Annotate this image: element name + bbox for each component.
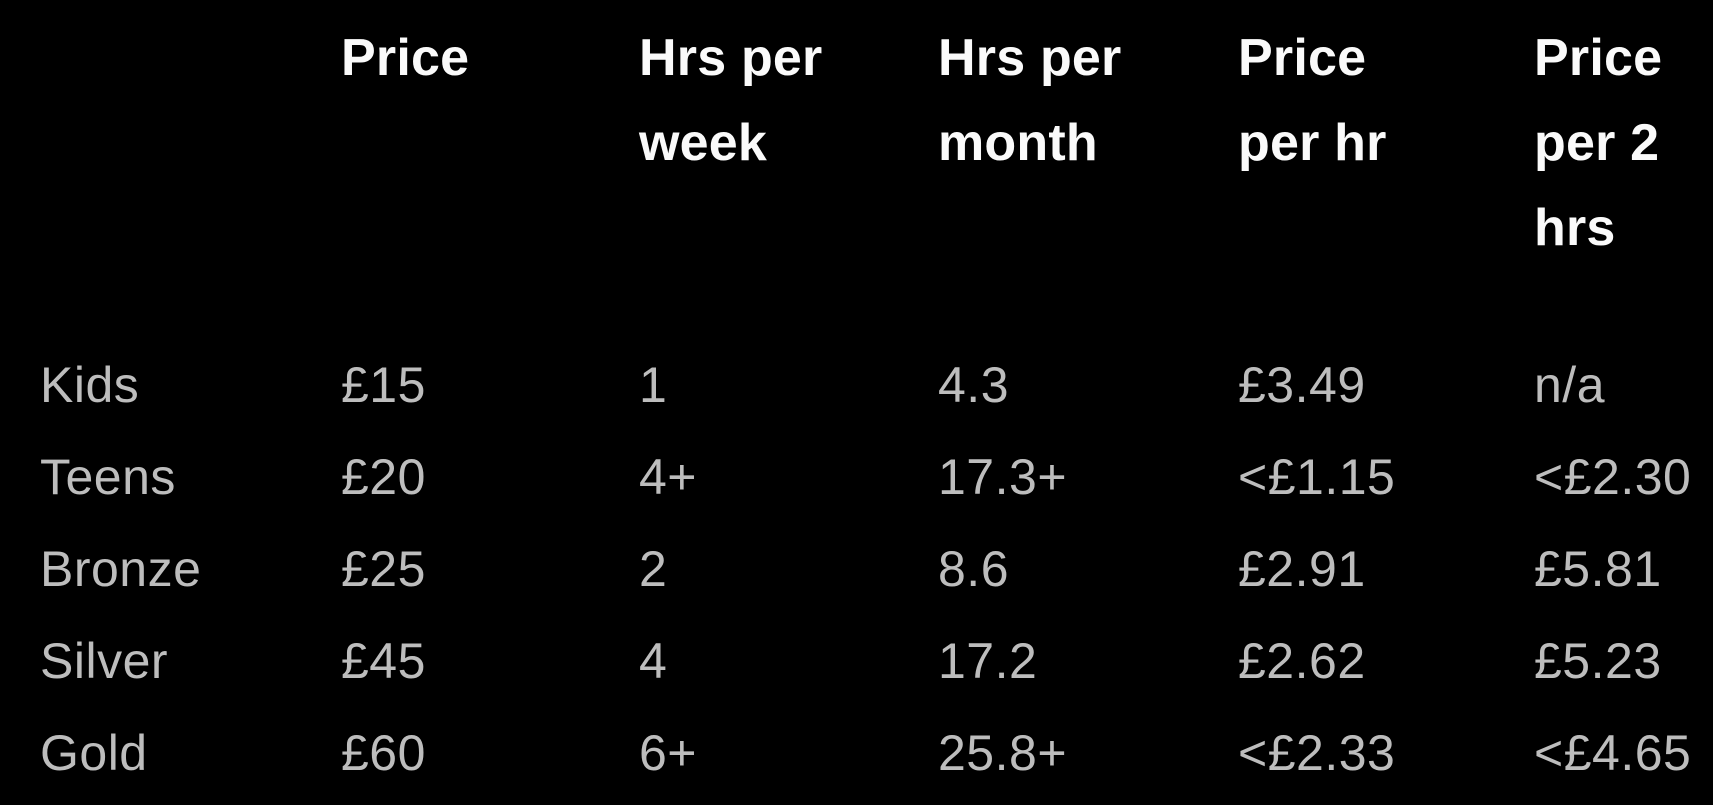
table-row-gold: Gold £60 6+ 25.8+ <£2.33 <£4.65 — [40, 707, 1713, 799]
table-row-teens: Teens £20 4+ 17.3+ <£1.15 <£2.30 — [40, 431, 1713, 523]
table-header-row: Price Hrs per week Hrs per month Price p… — [40, 16, 1713, 271]
cell-price: £20 — [341, 449, 426, 505]
cell-price-per-2-hrs: £5.23 — [1534, 633, 1662, 689]
cell-price-per-hr: £2.62 — [1238, 633, 1366, 689]
column-header-hrs-per-month: Hrs per month — [938, 29, 1122, 172]
row-label: Bronze — [40, 541, 202, 597]
cell-price: £15 — [341, 357, 426, 413]
cell-hrs-per-month: 4.3 — [938, 357, 1010, 413]
cell-hrs-per-month: 17.3+ — [938, 449, 1068, 505]
cell-hrs-per-month: 8.6 — [938, 541, 1010, 597]
cell-hrs-per-week: 4 — [639, 633, 668, 689]
cell-price: £25 — [341, 541, 426, 597]
cell-price-per-hr: <£1.15 — [1238, 449, 1396, 505]
column-header-hrs-per-week: Hrs per week — [639, 29, 823, 172]
column-header-price-per-hr: Price per hr — [1238, 29, 1387, 172]
row-label: Silver — [40, 633, 169, 689]
cell-hrs-per-week: 2 — [639, 541, 668, 597]
cell-price: £45 — [341, 633, 426, 689]
row-label: Teens — [40, 449, 176, 505]
cell-hrs-per-week: 4+ — [639, 449, 698, 505]
cell-price-per-2-hrs: <£4.65 — [1534, 725, 1692, 781]
cell-price-per-2-hrs: n/a — [1534, 357, 1606, 413]
cell-price-per-2-hrs: <£2.30 — [1534, 449, 1692, 505]
table-row-silver: Silver £45 4 17.2 £2.62 £5.23 — [40, 615, 1713, 707]
row-label: Gold — [40, 725, 148, 781]
cell-price: £60 — [341, 725, 426, 781]
row-label: Kids — [40, 357, 140, 413]
cell-hrs-per-month: 17.2 — [938, 633, 1038, 689]
table-row-bronze: Bronze £25 2 8.6 £2.91 £5.81 — [40, 523, 1713, 615]
cell-hrs-per-month: 25.8+ — [938, 725, 1068, 781]
cell-hrs-per-week: 6+ — [639, 725, 698, 781]
cell-price-per-hr: £3.49 — [1238, 357, 1366, 413]
table-row-kids: Kids £15 1 4.3 £3.49 n/a — [40, 339, 1713, 431]
cell-price-per-2-hrs: £5.81 — [1534, 541, 1662, 597]
column-header-price-per-2-hrs: Price per 2 hrs — [1534, 29, 1663, 257]
cell-price-per-hr: £2.91 — [1238, 541, 1366, 597]
cell-price-per-hr: <£2.33 — [1238, 725, 1396, 781]
cell-hrs-per-week: 1 — [639, 357, 668, 413]
column-header-price: Price — [341, 29, 470, 87]
